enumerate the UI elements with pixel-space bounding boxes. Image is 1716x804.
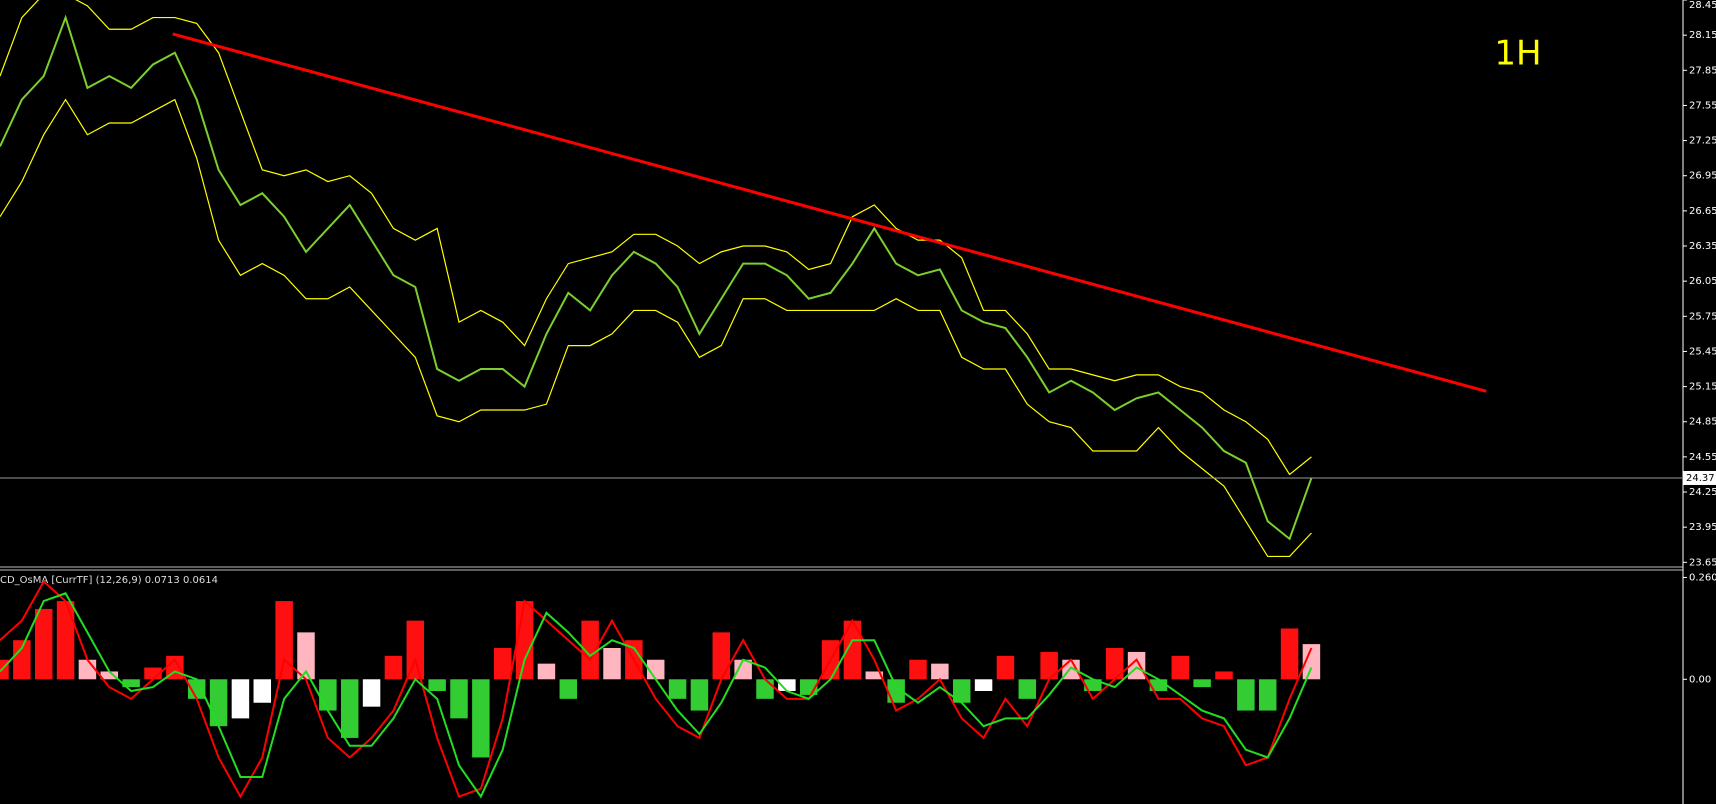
histogram-bar [734,659,752,680]
y-tick-label: 27.85 [1689,65,1716,76]
y-tick-label: 23.65 [1689,557,1716,568]
histogram-bar [909,659,927,680]
histogram-bar [931,663,949,680]
histogram-bar [253,679,272,703]
histogram-bar [34,608,53,680]
y-tick-label: 25.15 [1689,382,1716,393]
histogram-bar [78,659,97,680]
histogram-bar [144,667,162,680]
histogram-bar [1193,679,1211,688]
indicator-line [0,579,1313,799]
histogram-bar [865,671,884,680]
histogram-bar [56,601,75,680]
histogram-bar [756,679,774,699]
histogram-bar [974,679,993,692]
histogram-bar [493,648,512,680]
current-price-box [1683,470,1716,485]
histogram-bar [1018,679,1037,699]
indicator-line [0,592,1313,799]
y-tick-label: 27.55 [1689,100,1716,111]
histogram-bar [537,663,556,680]
indicator-title: CD_OsMA [CurrTF] (12,26,9) 0.0713 0.0614 [0,575,218,586]
histogram-bar [1149,679,1168,692]
histogram-bar [187,679,206,699]
histogram-bar [778,679,796,692]
y-tick-label: 24.55 [1689,452,1716,463]
y-tick-label: 26.65 [1689,206,1716,217]
histogram-bar [450,679,468,719]
y-tick-label: 26.05 [1689,276,1716,287]
y-tick-label: 25.75 [1689,311,1716,322]
histogram-bar [515,601,534,680]
histogram-bar [952,679,971,703]
histogram-bar [406,620,425,680]
histogram-bar [472,679,490,758]
bollinger-band [0,0,1312,476]
histogram-bar [297,632,315,680]
histogram-bar [428,679,446,692]
histogram-bar [362,679,381,707]
histogram-bar [1258,679,1277,711]
histogram-bar [996,655,1015,680]
histogram-bar [319,679,337,711]
histogram-bar [1302,644,1321,680]
y-tick-label: 0.2605 [1689,572,1716,583]
histogram-bar [100,671,119,680]
current-price-label: 24.37 [1686,473,1715,484]
histogram-bar [1215,671,1233,680]
y-tick-label: 0.00 [1689,674,1711,685]
y-tick-label: 28.45 [1689,0,1716,11]
histogram-bar [712,632,731,680]
y-tick-label: 24.25 [1689,487,1716,498]
histogram-bar [559,679,578,699]
histogram-bar [581,620,599,680]
histogram-bar [1171,655,1190,680]
histogram-bar [1040,651,1058,680]
price-line [0,14,1313,541]
y-tick-label: 24.85 [1689,417,1716,428]
y-tick-label: 26.35 [1689,241,1716,252]
y-tick-label: 23.95 [1689,522,1716,533]
histogram-bar [887,679,905,703]
histogram-bar [0,659,9,680]
histogram-bar [384,655,403,680]
y-tick-label: 26.95 [1689,171,1716,182]
y-tick-label: 25.45 [1689,346,1716,357]
histogram-bar [340,679,359,738]
y-tick-label: 27.25 [1689,136,1716,147]
histogram-bar [668,679,687,699]
histogram-bar [1105,648,1124,680]
bollinger-band [0,98,1312,558]
histogram-bar [231,679,250,719]
histogram-bar [13,640,31,680]
y-tick-label: 28.15 [1689,30,1716,41]
histogram-bar [1237,679,1255,711]
histogram-bar [603,648,621,680]
histogram-bar [209,679,228,727]
histogram-bar [843,620,862,680]
histogram-bar [1280,628,1299,680]
histogram-bar [690,679,709,711]
trendline [172,32,1487,393]
histogram-bar [122,679,140,688]
histogram-bar [275,601,293,680]
timeframe-label: 1H [1494,34,1541,74]
histogram-bar [1084,679,1102,692]
